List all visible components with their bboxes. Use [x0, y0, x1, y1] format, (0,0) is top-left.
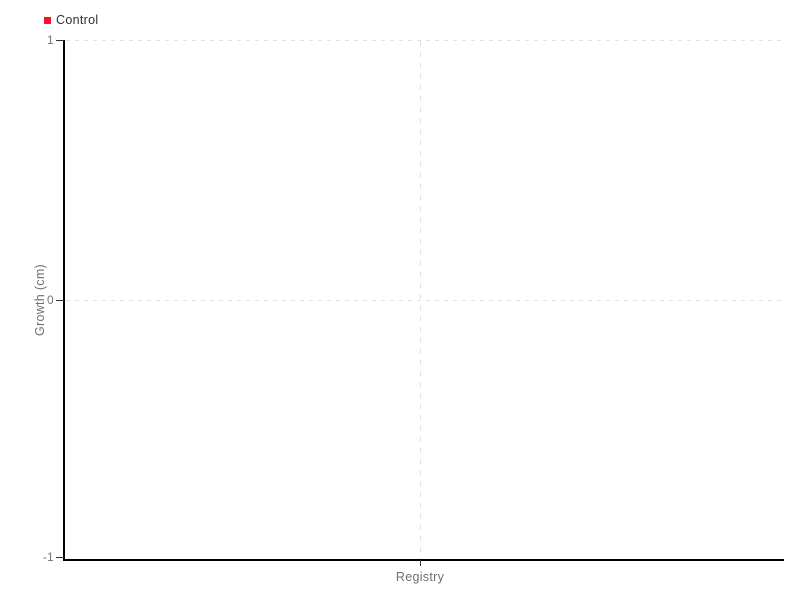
gridline-x-registry	[420, 41, 421, 559]
y-tick-label-minus1: -1	[42, 550, 54, 564]
y-tick-0	[56, 300, 64, 301]
gridline-y0	[66, 300, 786, 301]
y-axis-title: Growth (cm)	[33, 263, 47, 337]
y-tick-label-0: 0	[47, 293, 54, 307]
y-axis-line	[63, 40, 65, 561]
y-tick-label-1: 1	[47, 33, 54, 47]
y-tick-minus1	[56, 557, 64, 558]
legend-label: Control	[56, 13, 99, 27]
y-tick-1	[56, 40, 64, 41]
x-axis-line	[63, 559, 784, 561]
legend-marker-control	[44, 17, 51, 24]
plot-area	[65, 40, 784, 559]
x-tick-registry	[420, 560, 421, 566]
gridline-y1	[66, 40, 786, 41]
legend-item-control[interactable]: Control	[44, 13, 98, 27]
x-tick-label-registry: Registry	[395, 570, 445, 584]
